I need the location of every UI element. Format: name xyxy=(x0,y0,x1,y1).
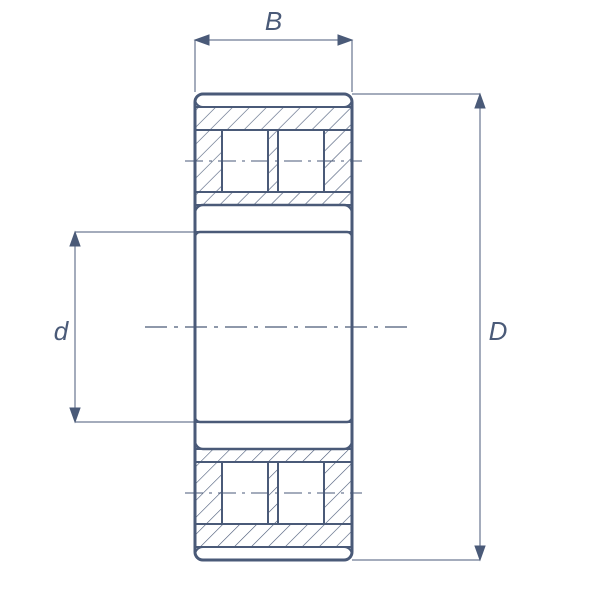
bore-diameter-label: d xyxy=(54,316,70,346)
bearing-cross-section-diagram: Bd D xyxy=(0,0,600,600)
width-label: B xyxy=(265,6,282,36)
outer-diameter-label: D xyxy=(489,316,508,346)
